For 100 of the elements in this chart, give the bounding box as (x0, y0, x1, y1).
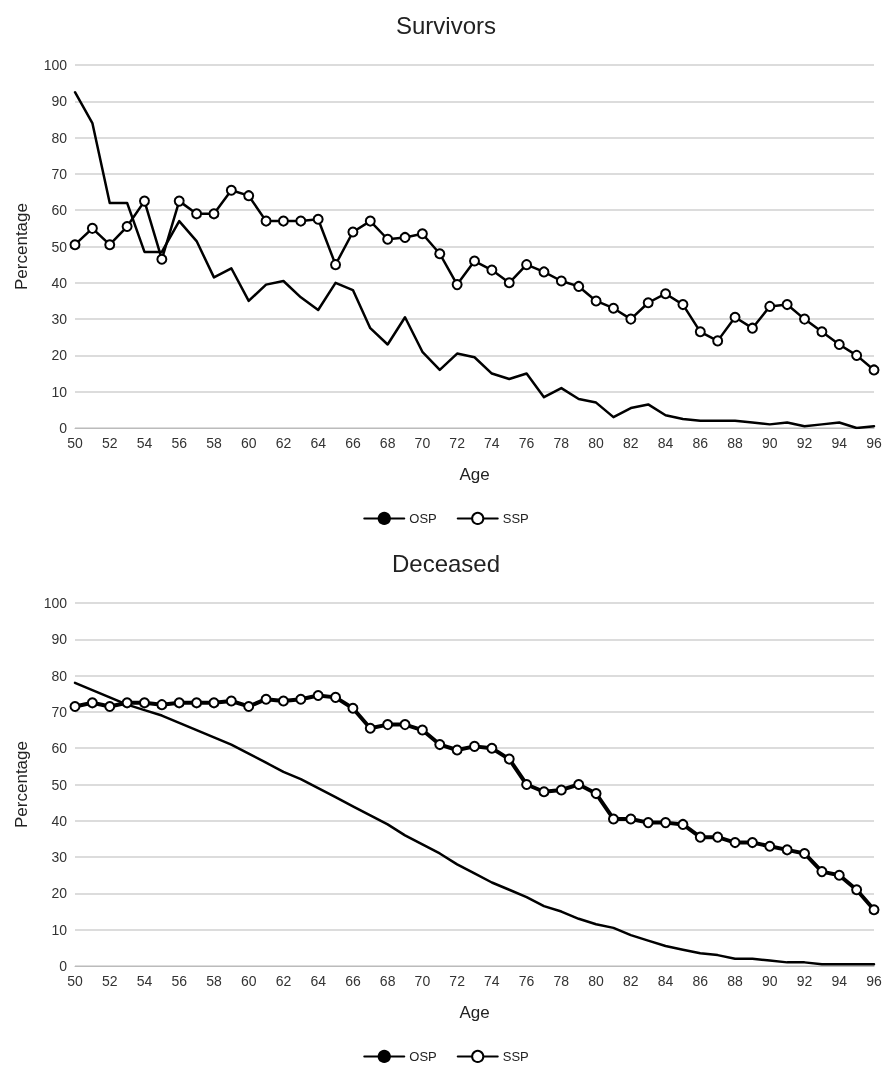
x-tick-label: 52 (101, 973, 118, 989)
y-tick-label: 60 (51, 740, 68, 757)
y-tick-label: 30 (51, 311, 68, 328)
x-tick-label: 90 (761, 435, 778, 451)
x-tick-label: 96 (866, 973, 882, 989)
point (625, 313, 637, 325)
y-tick-label: 80 (51, 129, 68, 146)
x-tick-label: 92 (796, 435, 813, 451)
x-tick-label: 60 (240, 435, 257, 451)
legend-label: SSP (502, 1048, 529, 1064)
x-tick-label: 82 (623, 435, 639, 451)
point (121, 697, 133, 709)
x-tick-label: 78 (553, 435, 570, 451)
x-axis-title: Age (459, 1003, 490, 1022)
line-series (73, 90, 876, 430)
x-tick-label: 74 (484, 435, 500, 451)
y-tick-label: 40 (51, 274, 68, 291)
x-tick-label: 54 (136, 973, 153, 989)
y-tick-label: 20 (51, 347, 68, 364)
x-tick-label: 76 (518, 973, 535, 989)
point (694, 831, 706, 843)
x-tick-label: 68 (379, 973, 396, 989)
point (521, 259, 533, 271)
point (538, 266, 550, 278)
x-tick-label: 90 (761, 973, 778, 989)
point (173, 195, 185, 207)
x-tick-label: 64 (310, 435, 327, 451)
point (138, 697, 150, 709)
x-tick-label: 56 (171, 435, 188, 451)
legend-label: SSP (502, 510, 529, 526)
point (243, 190, 255, 202)
legend-label: OSP (409, 1048, 437, 1064)
point (469, 740, 480, 752)
y-tick-label: 10 (51, 383, 68, 400)
x-tick-label: 94 (831, 973, 848, 989)
point (833, 869, 845, 881)
x-tick-label: 86 (692, 435, 709, 451)
point (416, 724, 428, 736)
point (330, 259, 342, 271)
point (573, 779, 585, 790)
x-tick-label: 62 (275, 435, 292, 451)
point (260, 693, 272, 705)
point (191, 208, 203, 220)
point (851, 884, 863, 896)
point (295, 693, 307, 705)
point (312, 213, 324, 225)
x-tick-label: 72 (449, 435, 466, 451)
point (712, 335, 724, 347)
point (173, 697, 185, 709)
x-tick-label: 54 (136, 435, 153, 451)
point (555, 784, 567, 796)
y-tick-label: 0 (59, 420, 68, 436)
y-tick-label: 90 (51, 93, 68, 110)
point (434, 739, 446, 751)
y-tick-label: 20 (51, 885, 68, 902)
point (277, 695, 289, 707)
point (69, 700, 81, 712)
point (364, 215, 376, 227)
point (399, 719, 411, 731)
x-tick-label: 72 (449, 973, 466, 989)
point (451, 744, 463, 756)
point (312, 690, 324, 702)
point (660, 288, 672, 300)
x-tick-label: 86 (692, 973, 709, 989)
y-tick-label: 70 (51, 703, 68, 720)
point (138, 195, 150, 207)
x-tick-label: 68 (379, 435, 396, 451)
point (330, 691, 342, 703)
x-tick-label: 66 (345, 435, 361, 451)
y-tick-label: 100 (43, 57, 68, 73)
point (625, 813, 637, 825)
x-tick-label: 88 (727, 435, 744, 451)
point (225, 695, 237, 707)
y-axis-title: Percentage (12, 203, 31, 290)
point (156, 253, 168, 265)
point (347, 226, 359, 238)
point (868, 364, 880, 376)
x-tick-label: 56 (171, 973, 188, 989)
point (104, 700, 116, 712)
point (851, 349, 863, 361)
x-tick-label: 82 (623, 973, 639, 989)
point (521, 779, 533, 790)
y-tick-label: 0 (59, 958, 68, 974)
point (503, 277, 515, 289)
point (225, 184, 237, 196)
point (347, 702, 359, 714)
x-tick-label: 88 (727, 973, 744, 989)
chart-title: Deceased (391, 549, 501, 577)
point (208, 208, 220, 220)
point (607, 302, 619, 314)
point (260, 215, 272, 227)
x-tick-label: 94 (831, 435, 848, 451)
point (486, 264, 498, 276)
point (434, 248, 446, 260)
point (868, 904, 880, 916)
point (816, 866, 828, 878)
x-tick-label: 66 (345, 973, 361, 989)
x-tick-label: 84 (657, 973, 674, 989)
line-series (73, 681, 876, 966)
point (712, 831, 724, 843)
